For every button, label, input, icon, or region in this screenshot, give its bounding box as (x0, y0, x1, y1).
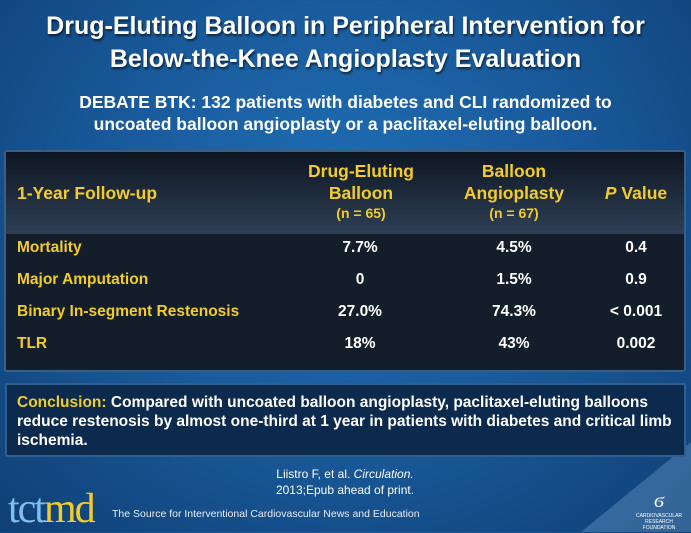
subtitle-line-1: DEBATE BTK: 132 patients with diabetes a… (79, 92, 612, 112)
logo-tct: tct (8, 486, 46, 532)
logo-md: md (43, 486, 96, 532)
header-followup: 1-Year Follow-up (17, 183, 158, 203)
header-ba-line2: Angioplasty (463, 183, 565, 203)
tctmd-logo: tctmd (8, 485, 96, 533)
header-deb-line2: Balloon (328, 183, 394, 203)
p-value: 0.002 (616, 335, 656, 352)
header-deb-n: (n = 65) (336, 205, 386, 221)
subtitle-line-2: uncoated balloon angioplasty or a paclit… (93, 114, 598, 134)
header-deb: Drug-Eluting Balloon (n = 65) (286, 160, 436, 222)
conclusion-box: Conclusion: Compared with uncoated ballo… (5, 383, 686, 457)
tagline: The Source for Interventional Cardiovasc… (112, 508, 420, 520)
ba-value: 1.5% (496, 271, 532, 288)
crf-text: CARDIOVASCULAR RESEARCH FOUNDATION (635, 513, 683, 531)
results-table: 1-Year Follow-up Drug-Eluting Balloon (n… (4, 150, 686, 372)
p-value: 0.4 (625, 239, 647, 256)
header-pvalue: P Value (581, 182, 691, 204)
crf-logo: ϭ CARDIOVASCULAR RESEARCH FOUNDATION (630, 490, 688, 531)
header-ba: Balloon Angioplasty (n = 67) (439, 160, 589, 222)
p-value: 0.9 (625, 271, 647, 288)
header-p-italic: P (604, 183, 617, 203)
citation-line1: Liistro F, et al. Circulation. (245, 466, 445, 482)
table-row: Mortality 7.7% 4.5% 0.4 (6, 232, 684, 264)
ba-value: 43% (498, 335, 530, 352)
header-ba-line1: Balloon (481, 161, 547, 181)
crf-swirl-icon: ϭ (654, 490, 664, 512)
title-line-2: Below-the-Knee Angioplasty Evaluation (109, 45, 582, 73)
row-label: Mortality (17, 239, 82, 256)
table-row: Binary In-segment Restenosis 27.0% 74.3%… (6, 296, 684, 328)
row-label: Binary In-segment Restenosis (17, 303, 240, 320)
ba-value: 74.3% (492, 303, 536, 320)
ba-value: 4.5% (496, 239, 532, 256)
slide-title: Drug-Eluting Balloon in Peripheral Inter… (0, 10, 691, 76)
corner-decoration (581, 442, 691, 532)
citation: Liistro F, et al. Circulation. 2013;Epub… (245, 466, 445, 498)
deb-value: 27.0% (338, 303, 382, 320)
conclusion-text: Compared with uncoated balloon angioplas… (17, 394, 672, 449)
citation-authors: Liistro F, et al. (276, 467, 354, 481)
table-row: TLR 18% 43% 0.002 (6, 328, 684, 360)
deb-value: 0 (355, 271, 365, 288)
header-ba-n: (n = 67) (489, 205, 539, 221)
p-value: < 0.001 (609, 303, 663, 320)
table-row: Major Amputation 0 1.5% 0.9 (6, 264, 684, 296)
table-header: 1-Year Follow-up Drug-Eluting Balloon (n… (6, 152, 684, 234)
citation-line2: 2013;Epub ahead of print. (275, 483, 415, 497)
slide-subtitle: DEBATE BTK: 132 patients with diabetes a… (0, 91, 691, 135)
title-line-1: Drug-Eluting Balloon in Peripheral Inter… (46, 12, 645, 40)
deb-value: 7.7% (342, 239, 378, 256)
deb-value: 18% (344, 335, 376, 352)
header-deb-line1: Drug-Eluting (308, 161, 414, 181)
conclusion-label: Conclusion: (17, 394, 107, 411)
row-label: Major Amputation (17, 271, 149, 288)
citation-journal: Circulation. (353, 467, 414, 481)
row-label: TLR (17, 335, 48, 352)
header-value: Value (616, 183, 668, 203)
